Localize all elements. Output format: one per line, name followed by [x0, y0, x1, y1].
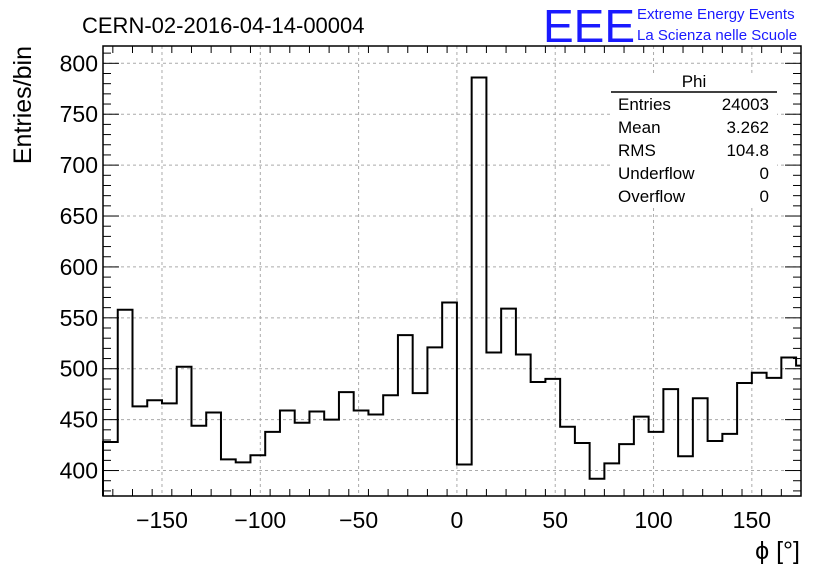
stats-row-label: RMS	[618, 141, 656, 160]
stats-row-label: Underflow	[618, 164, 695, 183]
stats-row-label: Overflow	[618, 187, 686, 206]
y-tick-label: 800	[60, 50, 98, 76]
x-tick-label: 150	[733, 507, 771, 533]
y-tick-label: 700	[60, 152, 98, 178]
x-tick-label: 0	[451, 507, 464, 533]
stats-row-value: 104.8	[726, 141, 769, 160]
x-tick-label: 50	[542, 507, 568, 533]
logo-line-2: La Scienza nelle Scuole	[637, 27, 797, 44]
x-tick-label: 100	[634, 507, 672, 533]
y-tick-label: 550	[60, 305, 98, 331]
stats-row-value: 24003	[722, 95, 769, 114]
logo-mark: EEE	[543, 0, 635, 52]
stats-row-value: 0	[760, 164, 769, 183]
stats-box-background	[611, 76, 777, 206]
stats-row-value: 3.262	[726, 118, 769, 137]
x-tick-labels: −150 −100 −50 0 50 100 150	[136, 507, 771, 533]
y-tick-label: 750	[60, 101, 98, 127]
y-tick-label: 500	[60, 356, 98, 382]
logo-line-1: Extreme Energy Events	[637, 6, 795, 23]
y-axis-label: Entries/bin	[9, 46, 37, 164]
stats-box: Phi Entries 24003 Mean 3.262 RMS 104.8 Underfl…	[611, 72, 777, 206]
stats-box-rows: Entries 24003 Mean 3.262 RMS 104.8 Underflow 0 O…	[618, 95, 769, 206]
x-axis-label: ϕ [°]	[755, 537, 800, 565]
plot-frame	[102, 45, 802, 497]
y-tick-label: 600	[60, 254, 98, 280]
x-tick-label: −50	[339, 507, 378, 533]
chart-title: CERN-02-2016-04-14-00004	[82, 13, 365, 38]
y-tick-label: 450	[60, 407, 98, 433]
stats-row-value: 0	[760, 187, 769, 206]
y-tick-label: 400	[60, 458, 98, 484]
y-tick-labels: 400 450 500 550 600 650 700 750 800	[60, 50, 98, 483]
stats-box-title: Phi	[682, 72, 707, 91]
x-tick-label: −100	[234, 507, 286, 533]
eee-logo: EEE Extreme Energy Events La Scienza nel…	[543, 0, 797, 52]
stats-row-label: Entries	[618, 95, 671, 114]
histogram-line	[102, 76, 801, 496]
axis-ticks	[103, 46, 802, 496]
x-tick-label: −150	[136, 507, 188, 533]
stats-row-label: Mean	[618, 118, 661, 137]
y-tick-label: 650	[60, 203, 98, 229]
